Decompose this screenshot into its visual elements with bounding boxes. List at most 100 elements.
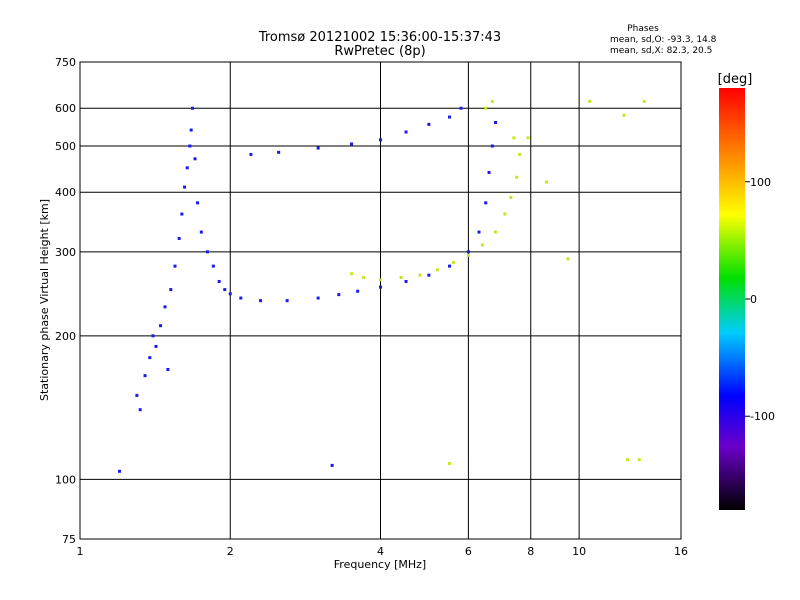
x-tick-label: 2 [227, 545, 234, 558]
data-point [544, 180, 548, 184]
data-point [494, 121, 498, 125]
data-point [448, 461, 452, 465]
data-point [379, 138, 382, 142]
data-point [330, 463, 334, 467]
y-tick-label: 500 [55, 140, 76, 153]
data-point [277, 150, 281, 154]
data-point [477, 230, 481, 234]
x-tick-label: 1 [77, 545, 84, 558]
data-point [143, 374, 147, 378]
data-point [356, 289, 360, 293]
data-point [435, 268, 439, 272]
data-point [190, 106, 194, 110]
data-point [239, 296, 243, 300]
data-point [503, 212, 507, 216]
colorbar-tick-label: 100 [750, 176, 771, 189]
data-point [154, 344, 158, 348]
data-point [379, 285, 382, 289]
data-point [466, 250, 470, 254]
data-point [337, 293, 341, 297]
data-point [135, 393, 139, 397]
data-point [188, 144, 192, 148]
data-point [566, 257, 570, 261]
data-point [518, 152, 522, 156]
data-point [205, 250, 209, 254]
data-points [118, 99, 646, 473]
y-tick-label: 75 [62, 533, 76, 546]
data-point [138, 408, 142, 412]
data-point [223, 288, 227, 292]
data-point [494, 230, 498, 234]
x-tick-label: 10 [572, 545, 586, 558]
data-point [285, 299, 289, 303]
data-point [459, 106, 463, 110]
x-axis-label: Frequency [MHz] [334, 558, 426, 571]
data-point [622, 113, 626, 117]
data-point [249, 152, 253, 156]
data-point [625, 458, 629, 462]
data-point [163, 305, 167, 309]
data-point [399, 276, 403, 280]
data-point [515, 175, 519, 179]
data-point [418, 273, 422, 277]
data-point [183, 185, 187, 189]
plot-frame [79, 61, 682, 540]
data-point [169, 288, 173, 292]
data-point [379, 278, 382, 282]
y-tick-label: 600 [55, 102, 76, 115]
data-point [427, 273, 431, 277]
data-point [512, 136, 516, 140]
data-point [642, 99, 646, 103]
data-point [259, 299, 263, 303]
data-point [466, 253, 470, 257]
data-point [404, 130, 408, 134]
data-point [487, 170, 491, 174]
data-point [316, 296, 320, 300]
x-tick-label: 16 [674, 545, 688, 558]
colorbar [719, 88, 745, 510]
data-point [196, 201, 200, 205]
colorbar-ticks: 100 0 -100 [745, 176, 775, 423]
x-tick-label: 4 [377, 545, 384, 558]
data-point [448, 264, 452, 268]
data-point [350, 142, 354, 146]
colorbar-tick-label: -100 [750, 410, 775, 423]
data-point [362, 276, 366, 280]
grid-lines [79, 61, 682, 540]
data-point [509, 195, 513, 199]
data-point [189, 128, 193, 132]
data-point [490, 144, 494, 148]
data-point [526, 136, 530, 140]
data-point [217, 279, 221, 283]
data-point [185, 166, 189, 170]
x-tick-labels: 1 2 4 6 8 10 16 [77, 545, 689, 558]
data-point [151, 334, 155, 338]
legend-title: Phases [627, 24, 659, 34]
data-point [193, 157, 197, 161]
x-tick-label: 6 [465, 545, 472, 558]
y-tick-label: 750 [55, 56, 76, 69]
y-tick-label: 200 [55, 330, 76, 343]
data-point [637, 458, 641, 462]
colorbar-label: [deg] [718, 72, 753, 87]
y-tick-label: 300 [55, 246, 76, 259]
data-point [480, 243, 484, 247]
data-point [588, 99, 592, 103]
data-point [427, 122, 431, 126]
y-tick-label: 100 [55, 473, 76, 486]
y-axis-label: Stationary phase Virtual Height [km] [38, 199, 51, 401]
data-point [180, 212, 184, 216]
y-tick-label: 400 [55, 186, 76, 199]
legend-line-x: mean, sd,X: 82.3, 20.5 [610, 46, 712, 56]
data-point [159, 324, 163, 328]
data-point [490, 99, 494, 103]
data-point [148, 356, 152, 360]
data-point [211, 264, 215, 268]
x-tick-label: 8 [527, 545, 534, 558]
data-point [448, 115, 452, 119]
data-point [484, 106, 488, 110]
colorbar-tick-label: 0 [750, 293, 757, 306]
data-point [228, 292, 232, 296]
data-point [177, 236, 181, 240]
